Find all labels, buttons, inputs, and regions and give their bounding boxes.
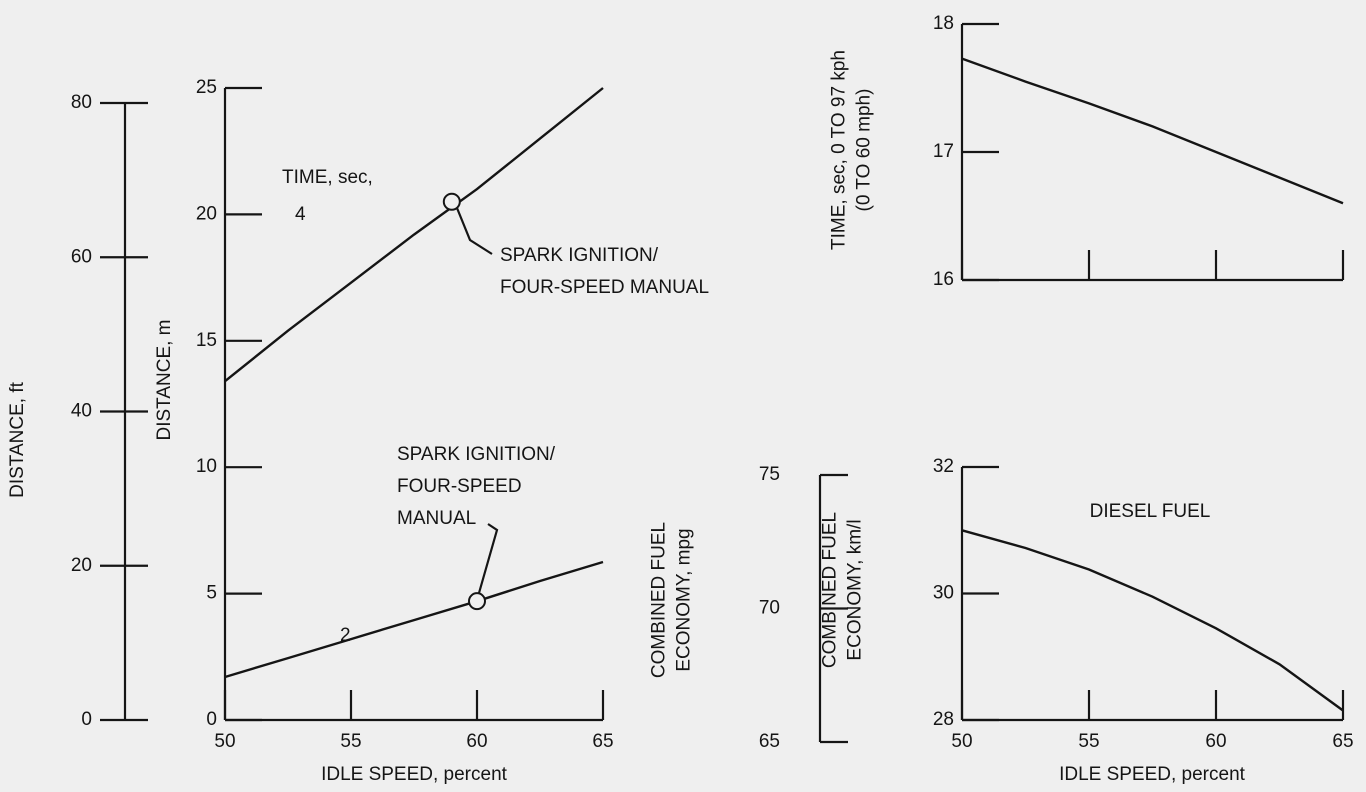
y-tick-label: 30 — [933, 583, 954, 604]
axis-label: ECONOMY, km/l — [845, 519, 866, 660]
annotation-point — [468, 592, 486, 611]
x-axis-label: IDLE SPEED, percent — [321, 764, 508, 785]
y-tick-label: 20 — [196, 203, 217, 224]
y2-tick-label: 70 — [759, 598, 780, 619]
y2-tick-label: 20 — [71, 555, 92, 576]
leader-line — [477, 523, 499, 594]
y2-tick-label: 40 — [71, 401, 92, 422]
x-tick-label: 55 — [1078, 731, 1099, 752]
y2-tick-label: 80 — [71, 92, 92, 113]
y2-tick-label: 75 — [759, 464, 780, 485]
y2-tick-label: 65 — [759, 731, 780, 752]
series-title: TIME, sec, — [282, 167, 373, 188]
annotation-text: SPARK IGNITION/ — [500, 245, 659, 266]
y-tick-label: 0 — [206, 709, 217, 730]
data-line — [224, 560, 604, 679]
x-tick-label: 50 — [951, 731, 972, 752]
axis-label: ECONOMY, mpg — [674, 528, 695, 671]
y-tick-label: 5 — [206, 583, 217, 604]
x-tick-label: 60 — [1205, 731, 1226, 752]
annotation-point — [442, 192, 461, 211]
x-tick-label: 60 — [466, 731, 487, 752]
axis-label: DISTANCE, m — [154, 319, 175, 440]
y-tick-label: 18 — [933, 13, 954, 34]
axis-label: COMBINED FUEL — [820, 512, 841, 668]
annotation-text: DIESEL FUEL — [1090, 501, 1211, 522]
annotation-text: FOUR-SPEED MANUAL — [500, 277, 709, 298]
axis-label: (0 TO 60 mph) — [854, 89, 875, 212]
y-tick-label: 17 — [933, 141, 954, 162]
y-tick-label: 28 — [933, 709, 954, 730]
axis-label: TIME, sec, 0 TO 97 kph — [829, 50, 850, 250]
x-tick-label: 50 — [214, 731, 235, 752]
y-tick-label: 16 — [933, 269, 954, 290]
x-tick-label: 65 — [1332, 731, 1353, 752]
annotation-text: FOUR-SPEED — [397, 476, 522, 497]
series-label: 4 — [295, 204, 306, 225]
y-tick-label: 10 — [196, 456, 217, 477]
data-line — [961, 529, 1344, 712]
annotation-text: MANUAL — [397, 508, 476, 529]
data-line — [224, 87, 604, 383]
series-label: 2 — [340, 625, 351, 646]
annotation-text: SPARK IGNITION/ — [397, 444, 556, 465]
leader-line — [455, 207, 493, 255]
axis-label: DISTANCE, ft — [7, 381, 28, 497]
x-tick-label: 55 — [340, 731, 361, 752]
axis-label: COMBINED FUEL — [649, 522, 670, 678]
y-tick-label: 25 — [196, 77, 217, 98]
y2-tick-label: 60 — [71, 246, 92, 267]
x-axis-label: IDLE SPEED, percent — [1059, 764, 1246, 785]
y-tick-label: 15 — [196, 330, 217, 351]
y2-tick-label: 0 — [81, 709, 92, 730]
y-tick-label: 32 — [933, 456, 954, 477]
data-line — [961, 57, 1344, 205]
x-tick-label: 65 — [592, 731, 613, 752]
